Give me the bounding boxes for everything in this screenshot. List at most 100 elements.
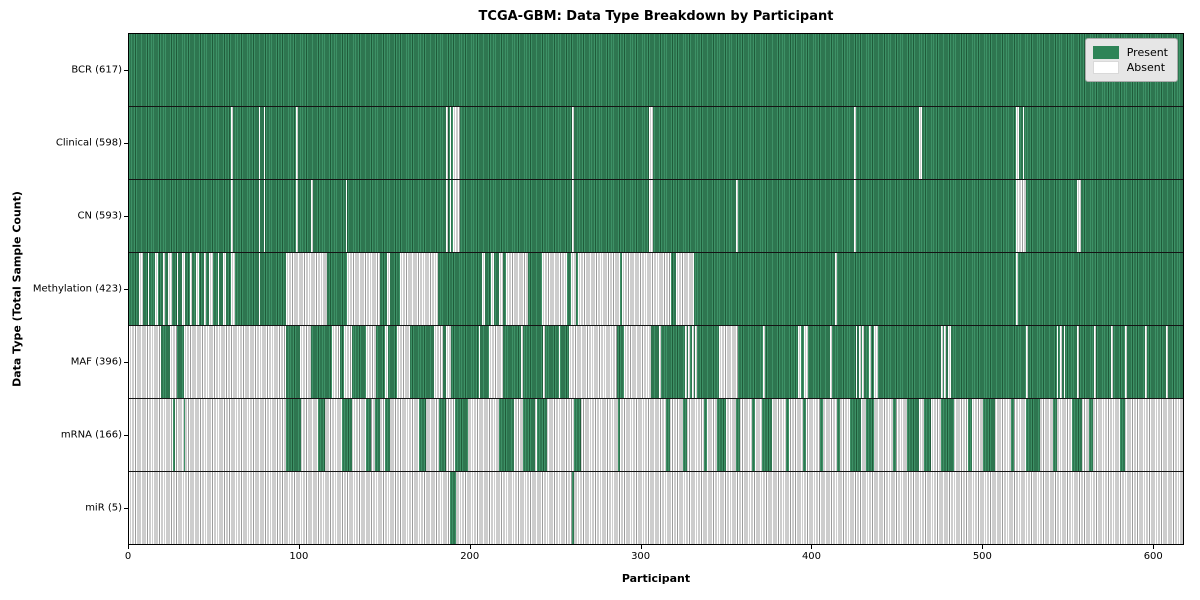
absent-run bbox=[147, 253, 150, 325]
absent-run bbox=[944, 326, 946, 398]
absent-run bbox=[940, 326, 943, 398]
y-tick-mark bbox=[124, 142, 128, 144]
x-tick-label-600: 600 bbox=[1143, 551, 1163, 562]
absent-run bbox=[869, 326, 871, 398]
x-tick-mark bbox=[469, 545, 471, 549]
absent-run bbox=[1026, 326, 1028, 398]
present-run bbox=[572, 472, 575, 544]
absent-run bbox=[1015, 253, 1018, 325]
absent-run bbox=[569, 326, 617, 398]
absent-run bbox=[176, 253, 179, 325]
absent-run bbox=[621, 253, 672, 325]
present-run bbox=[285, 399, 302, 471]
absent-run bbox=[918, 107, 923, 179]
absent-run bbox=[129, 326, 162, 398]
absent-run bbox=[835, 253, 837, 325]
absent-run bbox=[478, 326, 481, 398]
y-tick-mark bbox=[124, 435, 128, 437]
present-run bbox=[802, 399, 807, 471]
y-tick-label-methylation: Methylation (423) bbox=[32, 283, 122, 295]
absent-run bbox=[482, 253, 486, 325]
absent-run bbox=[829, 326, 832, 398]
absent-run bbox=[855, 326, 858, 398]
x-tick-label-400: 400 bbox=[801, 551, 822, 562]
present-run bbox=[968, 399, 972, 471]
y-tick-label-bcr: BCR (617) bbox=[71, 64, 122, 76]
absent-run bbox=[204, 253, 206, 325]
x-tick-label-100: 100 bbox=[289, 551, 309, 562]
absent-run bbox=[181, 253, 186, 325]
absent-run bbox=[449, 107, 452, 179]
present-run bbox=[1119, 399, 1125, 471]
absent-run bbox=[649, 107, 653, 179]
x-tick-mark bbox=[128, 545, 129, 549]
absent-run bbox=[691, 326, 694, 398]
absent-run bbox=[505, 253, 529, 325]
absent-run bbox=[345, 180, 348, 252]
chart-title: TCGA-GBM: Data Type Breakdown by Partici… bbox=[478, 9, 834, 24]
absent-run bbox=[1077, 180, 1081, 252]
present-run bbox=[574, 399, 581, 471]
absent-run bbox=[231, 180, 234, 252]
present-run bbox=[751, 399, 755, 471]
absent-run bbox=[263, 107, 266, 179]
present-run bbox=[940, 399, 955, 471]
y-tick-mark bbox=[124, 289, 128, 290]
absent-run bbox=[488, 326, 503, 398]
absent-run bbox=[521, 326, 523, 398]
plot-area: Present Absent bbox=[128, 33, 1184, 545]
present-run bbox=[449, 472, 457, 544]
absent-run bbox=[543, 326, 546, 398]
present-run bbox=[983, 399, 996, 471]
absent-run bbox=[347, 253, 380, 325]
present-run bbox=[736, 399, 740, 471]
x-tick-mark bbox=[298, 545, 300, 549]
absent-run bbox=[285, 253, 327, 325]
present-run bbox=[923, 399, 931, 471]
matrix-row-mrna bbox=[129, 398, 1183, 471]
absent-run bbox=[649, 180, 653, 252]
absent-run bbox=[684, 326, 687, 398]
y-tick-label-mir: miR (5) bbox=[85, 502, 122, 514]
y-tick-mark bbox=[124, 69, 128, 71]
absent-run bbox=[258, 180, 261, 252]
absent-run bbox=[154, 253, 158, 325]
absent-run bbox=[195, 253, 199, 325]
y-tick-mark bbox=[124, 215, 128, 217]
present-run bbox=[666, 399, 670, 471]
y-tick-mark bbox=[124, 362, 128, 364]
absent-run bbox=[572, 180, 575, 252]
present-run bbox=[384, 399, 390, 471]
present-run bbox=[418, 399, 426, 471]
present-run bbox=[342, 399, 353, 471]
present-run bbox=[1010, 399, 1015, 471]
absent-run bbox=[623, 326, 651, 398]
x-tick-label-0: 0 bbox=[124, 551, 132, 562]
legend-entry-present: Present bbox=[1092, 46, 1168, 59]
absent-run bbox=[1145, 326, 1148, 398]
absent-run bbox=[258, 107, 261, 179]
present-run bbox=[1089, 399, 1093, 471]
absent-run bbox=[853, 180, 856, 252]
absent-run bbox=[449, 180, 452, 252]
absent-run bbox=[169, 326, 177, 398]
present-run bbox=[1026, 399, 1040, 471]
x-tick-mark bbox=[811, 545, 813, 549]
absent-run bbox=[719, 326, 738, 398]
absent-run bbox=[446, 107, 448, 179]
absent-run bbox=[947, 326, 952, 398]
present-run bbox=[717, 399, 726, 471]
absent-run bbox=[499, 253, 503, 325]
present-run bbox=[536, 399, 547, 471]
present-run bbox=[850, 399, 861, 471]
absent-run bbox=[1125, 326, 1127, 398]
y-tick-label-cn: CN (593) bbox=[77, 210, 122, 222]
absent-run bbox=[386, 253, 390, 325]
absent-run bbox=[874, 326, 878, 398]
absent-run bbox=[168, 253, 172, 325]
absent-run bbox=[434, 326, 443, 398]
y-tick-mark bbox=[124, 508, 128, 510]
present-run bbox=[1053, 399, 1057, 471]
absent-run bbox=[862, 326, 865, 398]
